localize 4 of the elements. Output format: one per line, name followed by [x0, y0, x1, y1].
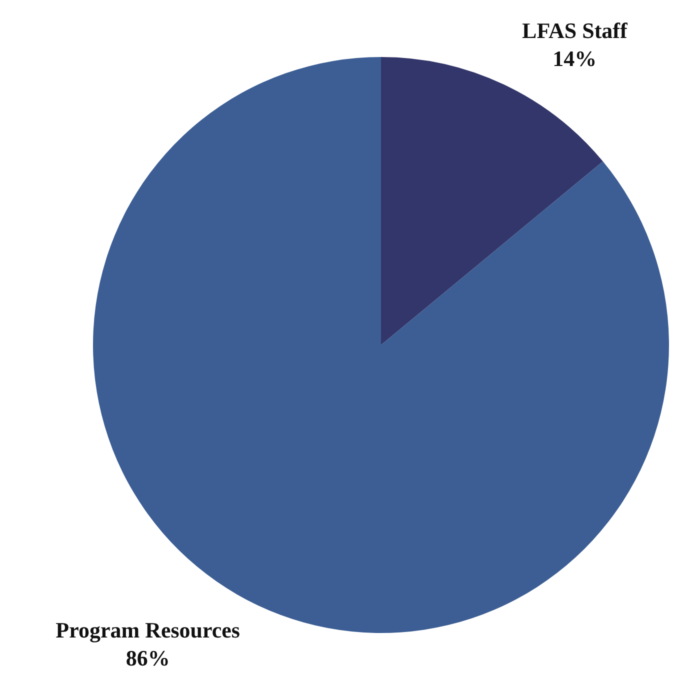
- slice-label: Program Resources: [56, 617, 240, 642]
- data-label: 14%: [552, 46, 597, 72]
- data-label: 86%: [126, 645, 170, 670]
- slice-label: LFAS Staff: [522, 18, 628, 44]
